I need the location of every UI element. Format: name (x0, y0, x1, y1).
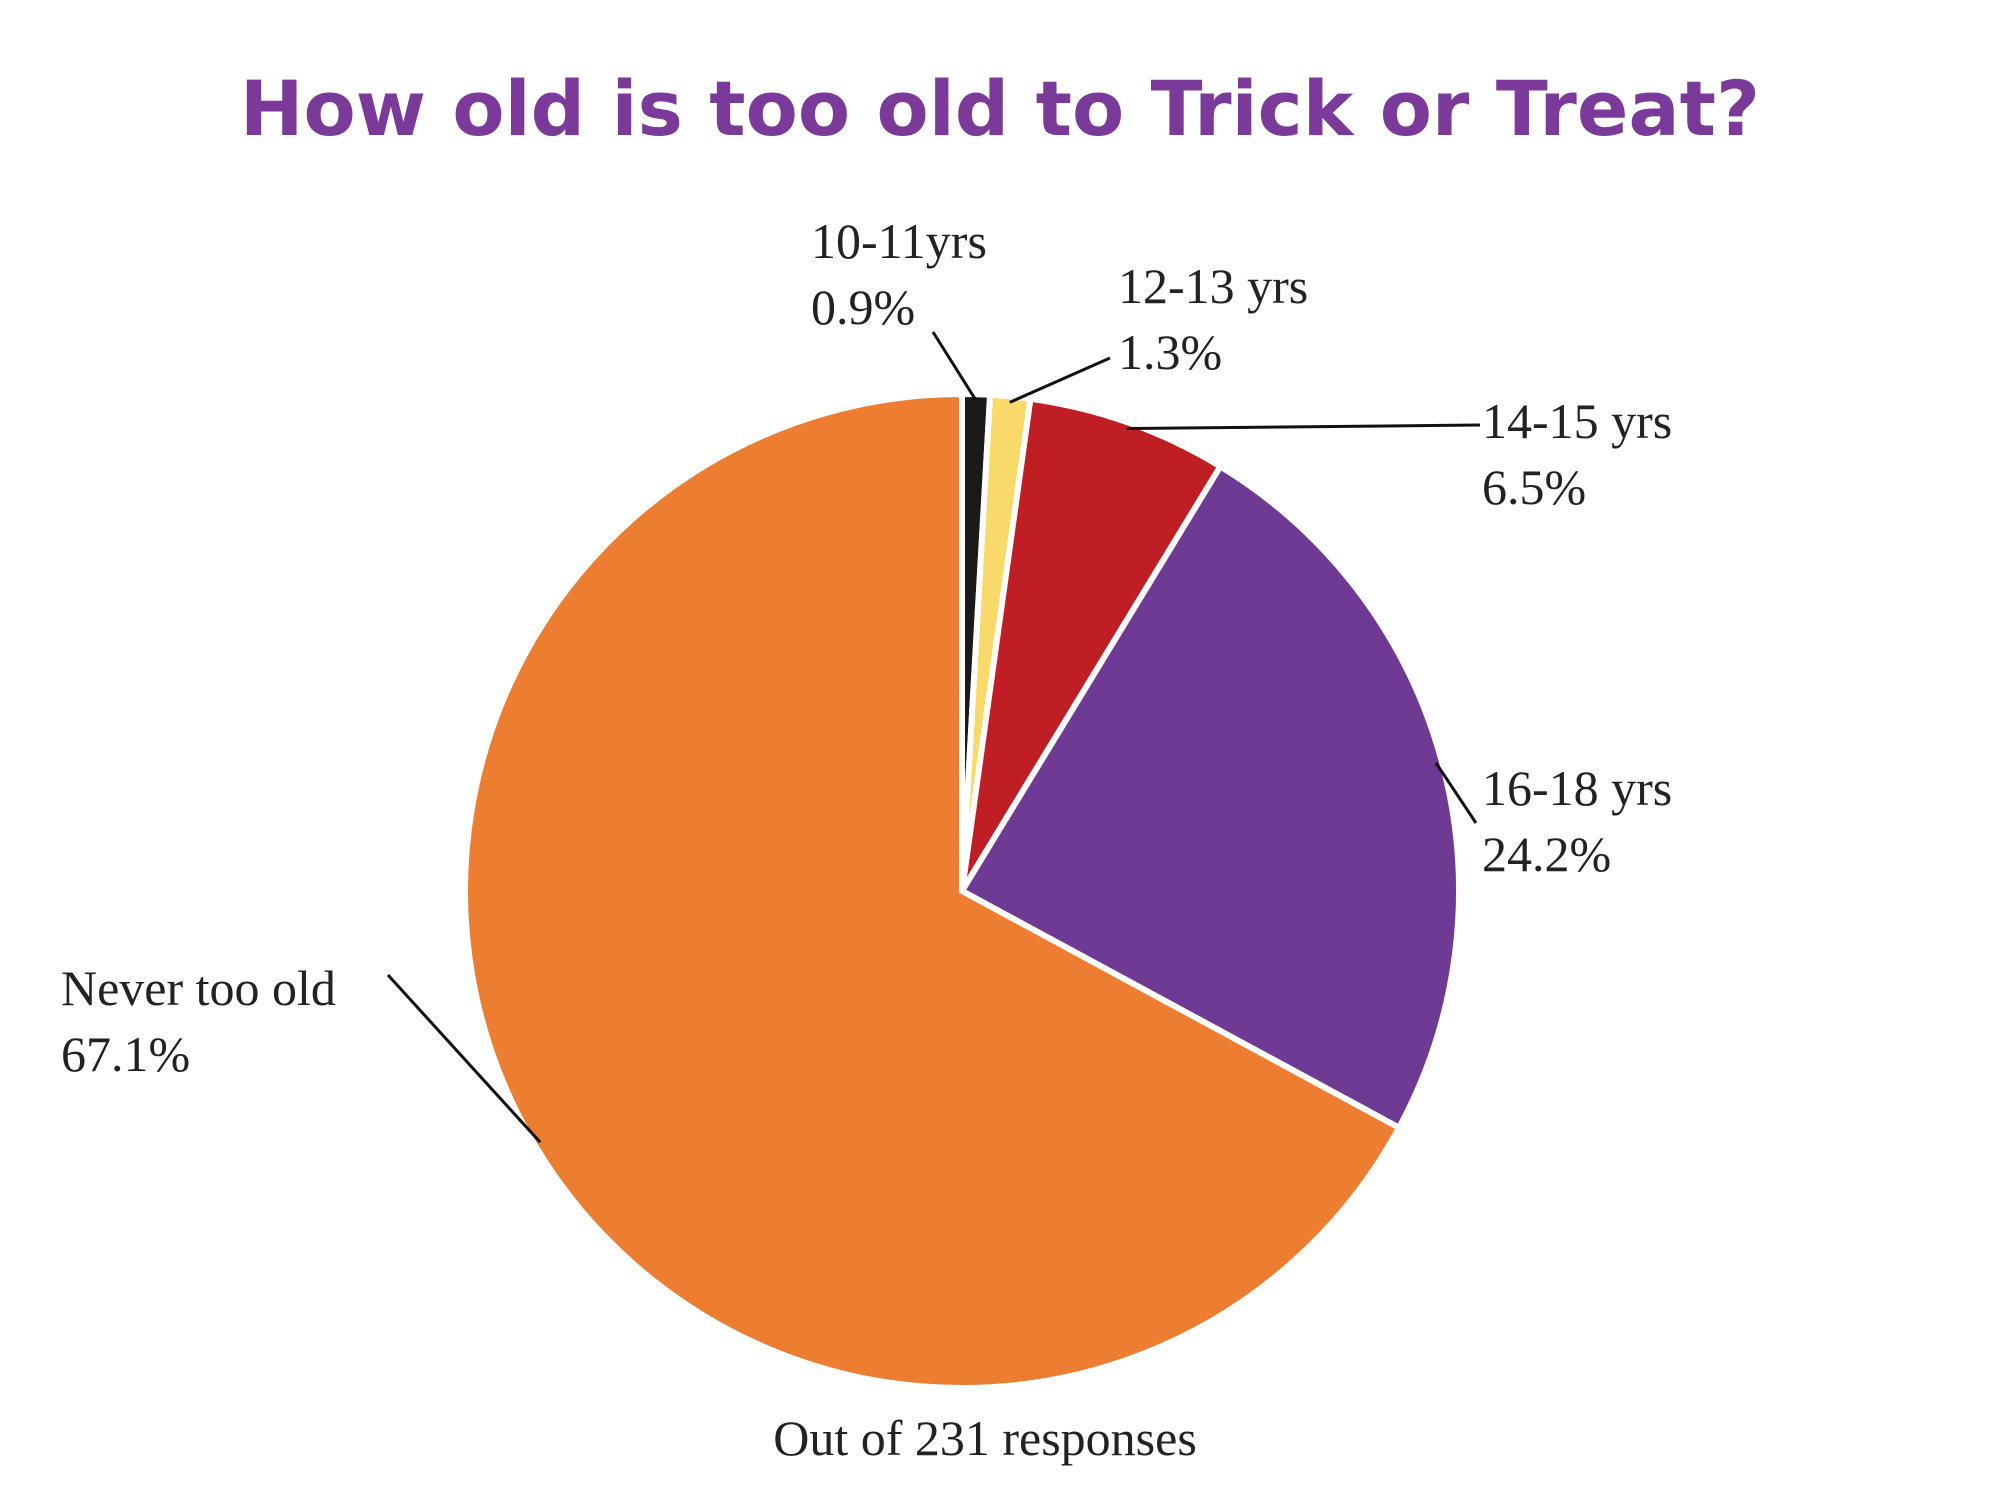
leader-line (931, 331, 978, 401)
pie-slice (957, 462, 1462, 1132)
slice-label: Never too old (61, 960, 336, 1016)
slice-label: 10-11yrs (811, 213, 987, 269)
slice-value-label: 6.5% (1482, 459, 1586, 515)
slice-label: 16-18 yrs (1482, 760, 1672, 816)
slice-value-label: 67.1% (61, 1026, 190, 1082)
leader-line (386, 973, 542, 1144)
slice-value-label: 0.9% (811, 279, 915, 335)
slice-value-label: 1.3% (1118, 324, 1222, 380)
slice-value-label: 24.2% (1482, 826, 1611, 882)
chart-subtitle: Out of 231 responses (773, 1410, 1197, 1466)
slice-label: 14-15 yrs (1482, 393, 1672, 449)
slice-label: 12-13 yrs (1118, 258, 1308, 314)
pie-slice (959, 395, 1225, 893)
chart-title: How old is too old to Trick or Treat? (240, 64, 1760, 153)
leader-line (1434, 762, 1478, 824)
leader-line (1009, 356, 1111, 404)
leader-line (1126, 423, 1481, 431)
pie-slice (462, 390, 1404, 1391)
